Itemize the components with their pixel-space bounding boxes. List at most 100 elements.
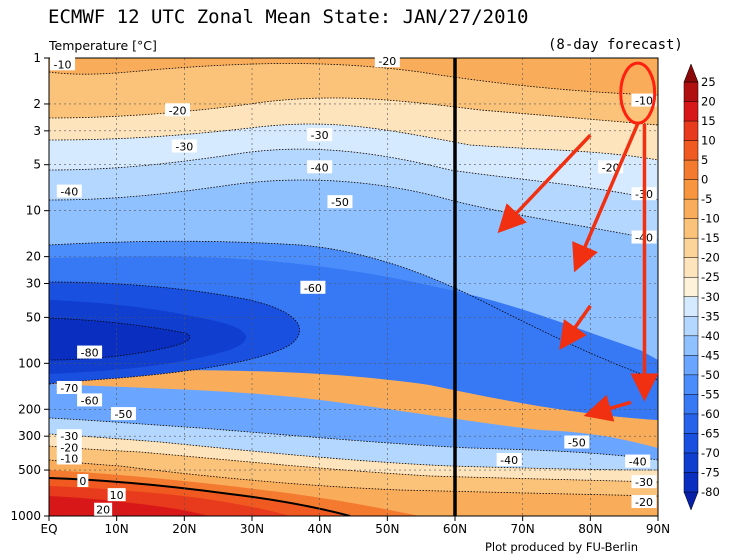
colorbar-swatch bbox=[683, 296, 699, 318]
contour-label: -50 bbox=[327, 195, 353, 209]
contour-label: -40 bbox=[625, 454, 651, 469]
contour-label-text: -50 bbox=[568, 436, 586, 449]
x-tick-label: 90N bbox=[646, 522, 670, 536]
plot-frame bbox=[48, 57, 659, 517]
colorbar-label: -40 bbox=[701, 329, 720, 343]
contour-label: 0 bbox=[77, 474, 89, 488]
x-tick-label: 50N bbox=[375, 522, 399, 536]
variable-label: Temperature [°C] bbox=[48, 38, 157, 53]
colorbar-swatch bbox=[683, 276, 699, 298]
contour-label-bg bbox=[77, 474, 89, 488]
contour-label-bg bbox=[94, 502, 113, 516]
temperature-field bbox=[49, 58, 658, 516]
colorbar-bottom-triangle bbox=[683, 491, 699, 511]
contour-label: -40 bbox=[56, 184, 82, 199]
colorbar-swatch bbox=[683, 140, 699, 161]
y-tick-label: 200 bbox=[18, 402, 41, 416]
colorbar-label: 10 bbox=[701, 134, 716, 148]
contour-label-text: -40 bbox=[60, 186, 78, 199]
contour-label-text: -20 bbox=[602, 161, 620, 174]
contour-label: 10 bbox=[107, 488, 126, 502]
colorbar-swatch bbox=[683, 316, 699, 337]
colorbar-label: -45 bbox=[701, 348, 720, 362]
contour-label: -40 bbox=[307, 160, 333, 174]
colorbar: 25 20 15 10 5 0 -5 -10 -15 -20 -25 -30 -35 -40 -45 -50 -… bbox=[683, 63, 720, 511]
x-tick-label: 40N bbox=[308, 522, 332, 536]
credit-text: Plot produced by FU-Berlin bbox=[485, 540, 638, 554]
colorbar-label: 20 bbox=[701, 95, 716, 109]
grid bbox=[49, 58, 658, 516]
colorbar-label: -70 bbox=[701, 446, 720, 460]
contour-label: -30 bbox=[631, 475, 657, 489]
contour-label-text: 0 bbox=[79, 475, 86, 488]
contour-label: -70 bbox=[56, 380, 82, 395]
y-tick-label: 3 bbox=[33, 124, 41, 138]
contour-label: -20 bbox=[598, 160, 624, 174]
contour-label-text: -40 bbox=[629, 456, 647, 469]
colorbar-label: -60 bbox=[701, 407, 720, 421]
colorbar-label: -75 bbox=[701, 465, 720, 479]
y-axis: 1 2 3 5 10 20 30 50 100 200 300 500 1000 bbox=[10, 51, 49, 523]
contour-label: -80 bbox=[77, 345, 103, 360]
x-tick-label: 10N bbox=[105, 522, 129, 536]
y-tick-label: 10 bbox=[26, 204, 41, 218]
contour-label: -50 bbox=[564, 435, 590, 449]
colorbar-label: -15 bbox=[701, 231, 720, 245]
x-tick-label: 60N bbox=[443, 522, 467, 536]
contour-label-bg bbox=[165, 103, 191, 117]
colorbar-top-triangle bbox=[683, 63, 699, 83]
colorbar-swatch bbox=[683, 335, 699, 357]
contour-labels: -10 -20-20-30-30-40-40-50-60-80-70-60-50-… bbox=[50, 54, 657, 517]
contour-label-text: -50 bbox=[331, 196, 349, 209]
y-tick-label: 1000 bbox=[10, 509, 41, 523]
y-tick-label: 20 bbox=[26, 250, 41, 264]
x-tick-label: 20N bbox=[172, 522, 196, 536]
contour-label-bg bbox=[300, 280, 326, 294]
contour-label-text: -40 bbox=[500, 454, 518, 467]
colorbar-swatch bbox=[683, 237, 699, 259]
contour-label-bg bbox=[171, 139, 197, 153]
colorbar-swatch bbox=[683, 355, 699, 376]
contour-label-bg bbox=[56, 451, 82, 465]
colorbar-swatch bbox=[683, 413, 699, 435]
contour-label-text: -60 bbox=[304, 282, 322, 295]
contour-lines bbox=[49, 63, 658, 516]
chart-subtitle: (8-day forecast) bbox=[548, 37, 683, 53]
contour-label-text: -30 bbox=[60, 430, 78, 443]
contour-label-bg bbox=[307, 160, 333, 174]
contour-label: -40 bbox=[496, 453, 522, 467]
contour-label-bg bbox=[77, 393, 103, 407]
chart-title: ECMWF 12 UTC Zonal Mean State: JAN/27/20… bbox=[48, 6, 528, 28]
annotation-arrow bbox=[572, 123, 640, 273]
contour-label: -50 bbox=[110, 407, 136, 421]
contour-label-text: -30 bbox=[311, 129, 329, 142]
contour-label-text: -50 bbox=[114, 408, 132, 421]
contour-label-text: -30 bbox=[175, 141, 193, 154]
colorbar-swatch bbox=[683, 101, 699, 122]
y-tick-label: 5 bbox=[33, 158, 41, 172]
colorbar-swatch bbox=[683, 452, 699, 474]
colorbar-swatch bbox=[683, 374, 699, 396]
highlight-circle bbox=[619, 61, 657, 125]
colorbar-label: 15 bbox=[701, 114, 716, 128]
contour-label: -20 bbox=[631, 495, 657, 509]
contour-label-bg bbox=[496, 453, 522, 467]
x-tick-label: 70N bbox=[511, 522, 535, 536]
contour-label: -20 bbox=[56, 440, 82, 454]
colorbar-swatch bbox=[683, 472, 699, 493]
colorbar-swatch bbox=[683, 394, 699, 415]
colorbar-swatch bbox=[683, 179, 699, 200]
contour-label: -20 bbox=[165, 103, 191, 117]
y-tick-label: 500 bbox=[18, 463, 41, 477]
colorbar-label: -20 bbox=[701, 251, 720, 265]
contour-label-bg bbox=[374, 54, 400, 68]
contour-label: -10 bbox=[50, 57, 76, 71]
colorbar-label: -30 bbox=[701, 290, 720, 304]
colorbar-label: -5 bbox=[701, 192, 712, 206]
contour-label-text: -10 bbox=[54, 58, 72, 71]
contour-label: -20 bbox=[374, 54, 400, 68]
contour-label-text: 20 bbox=[96, 504, 110, 517]
y-tick-label: 50 bbox=[26, 310, 41, 324]
contour-label-bg bbox=[77, 345, 103, 359]
